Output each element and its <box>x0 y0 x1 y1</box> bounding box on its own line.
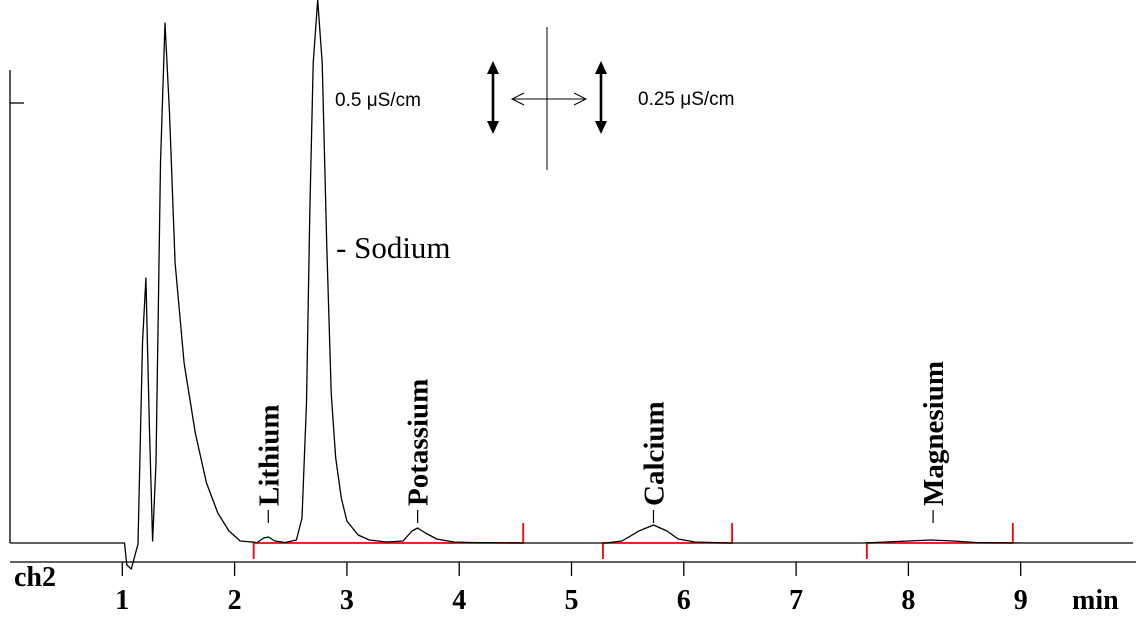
chromatogram-trace <box>10 0 1133 570</box>
scale-arrowhead-right-down <box>595 121 607 134</box>
x-tick-label-8: 8 <box>901 585 915 616</box>
scale-arrowhead-left-down <box>487 121 499 134</box>
x-tick-label-2: 2 <box>228 585 242 616</box>
scale-arrowhead-right <box>573 92 588 106</box>
scale-arrowhead-right-up <box>595 61 607 74</box>
integration-range-1 <box>252 523 525 559</box>
x-tick-label-9: 9 <box>1014 585 1028 616</box>
scale-label-left: 0.5 μS/cm <box>335 90 421 111</box>
x-tick-label-3: 3 <box>340 585 354 616</box>
channel-label: ch2 <box>14 562 56 593</box>
peak-label-calcium: Calcium <box>638 401 670 506</box>
x-tick-label-1: 1 <box>115 585 129 616</box>
scale-arrowhead-left-up <box>487 61 499 74</box>
peak-label-lithium: Lithium <box>253 404 285 506</box>
x-tick-label-6: 6 <box>677 585 691 616</box>
peak-label-magnesium: Magnesium <box>918 361 950 506</box>
x-axis-label: min <box>1072 585 1119 616</box>
x-tick-label-5: 5 <box>565 585 579 616</box>
x-axis-ticks: 1 2 3 4 5 6 7 8 9 <box>115 562 1028 616</box>
peak-label-potassium: Potassium <box>403 379 435 506</box>
integration-ranges <box>252 523 1014 559</box>
peak-label-sodium: - Sodium <box>336 230 451 265</box>
scale-label-right: 0.25 μS/cm <box>638 89 734 110</box>
x-tick-label-7: 7 <box>789 585 803 616</box>
scale-arrowhead-left <box>510 92 525 106</box>
integration-range-3 <box>865 523 1014 559</box>
x-tick-label-4: 4 <box>452 585 466 616</box>
scale-annotation: 0.5 μS/cm 0.25 μS/cm <box>335 27 734 170</box>
integration-range-2 <box>602 523 733 559</box>
peak-labels: Lithium Potassium Calcium Magnesium <box>253 361 950 523</box>
